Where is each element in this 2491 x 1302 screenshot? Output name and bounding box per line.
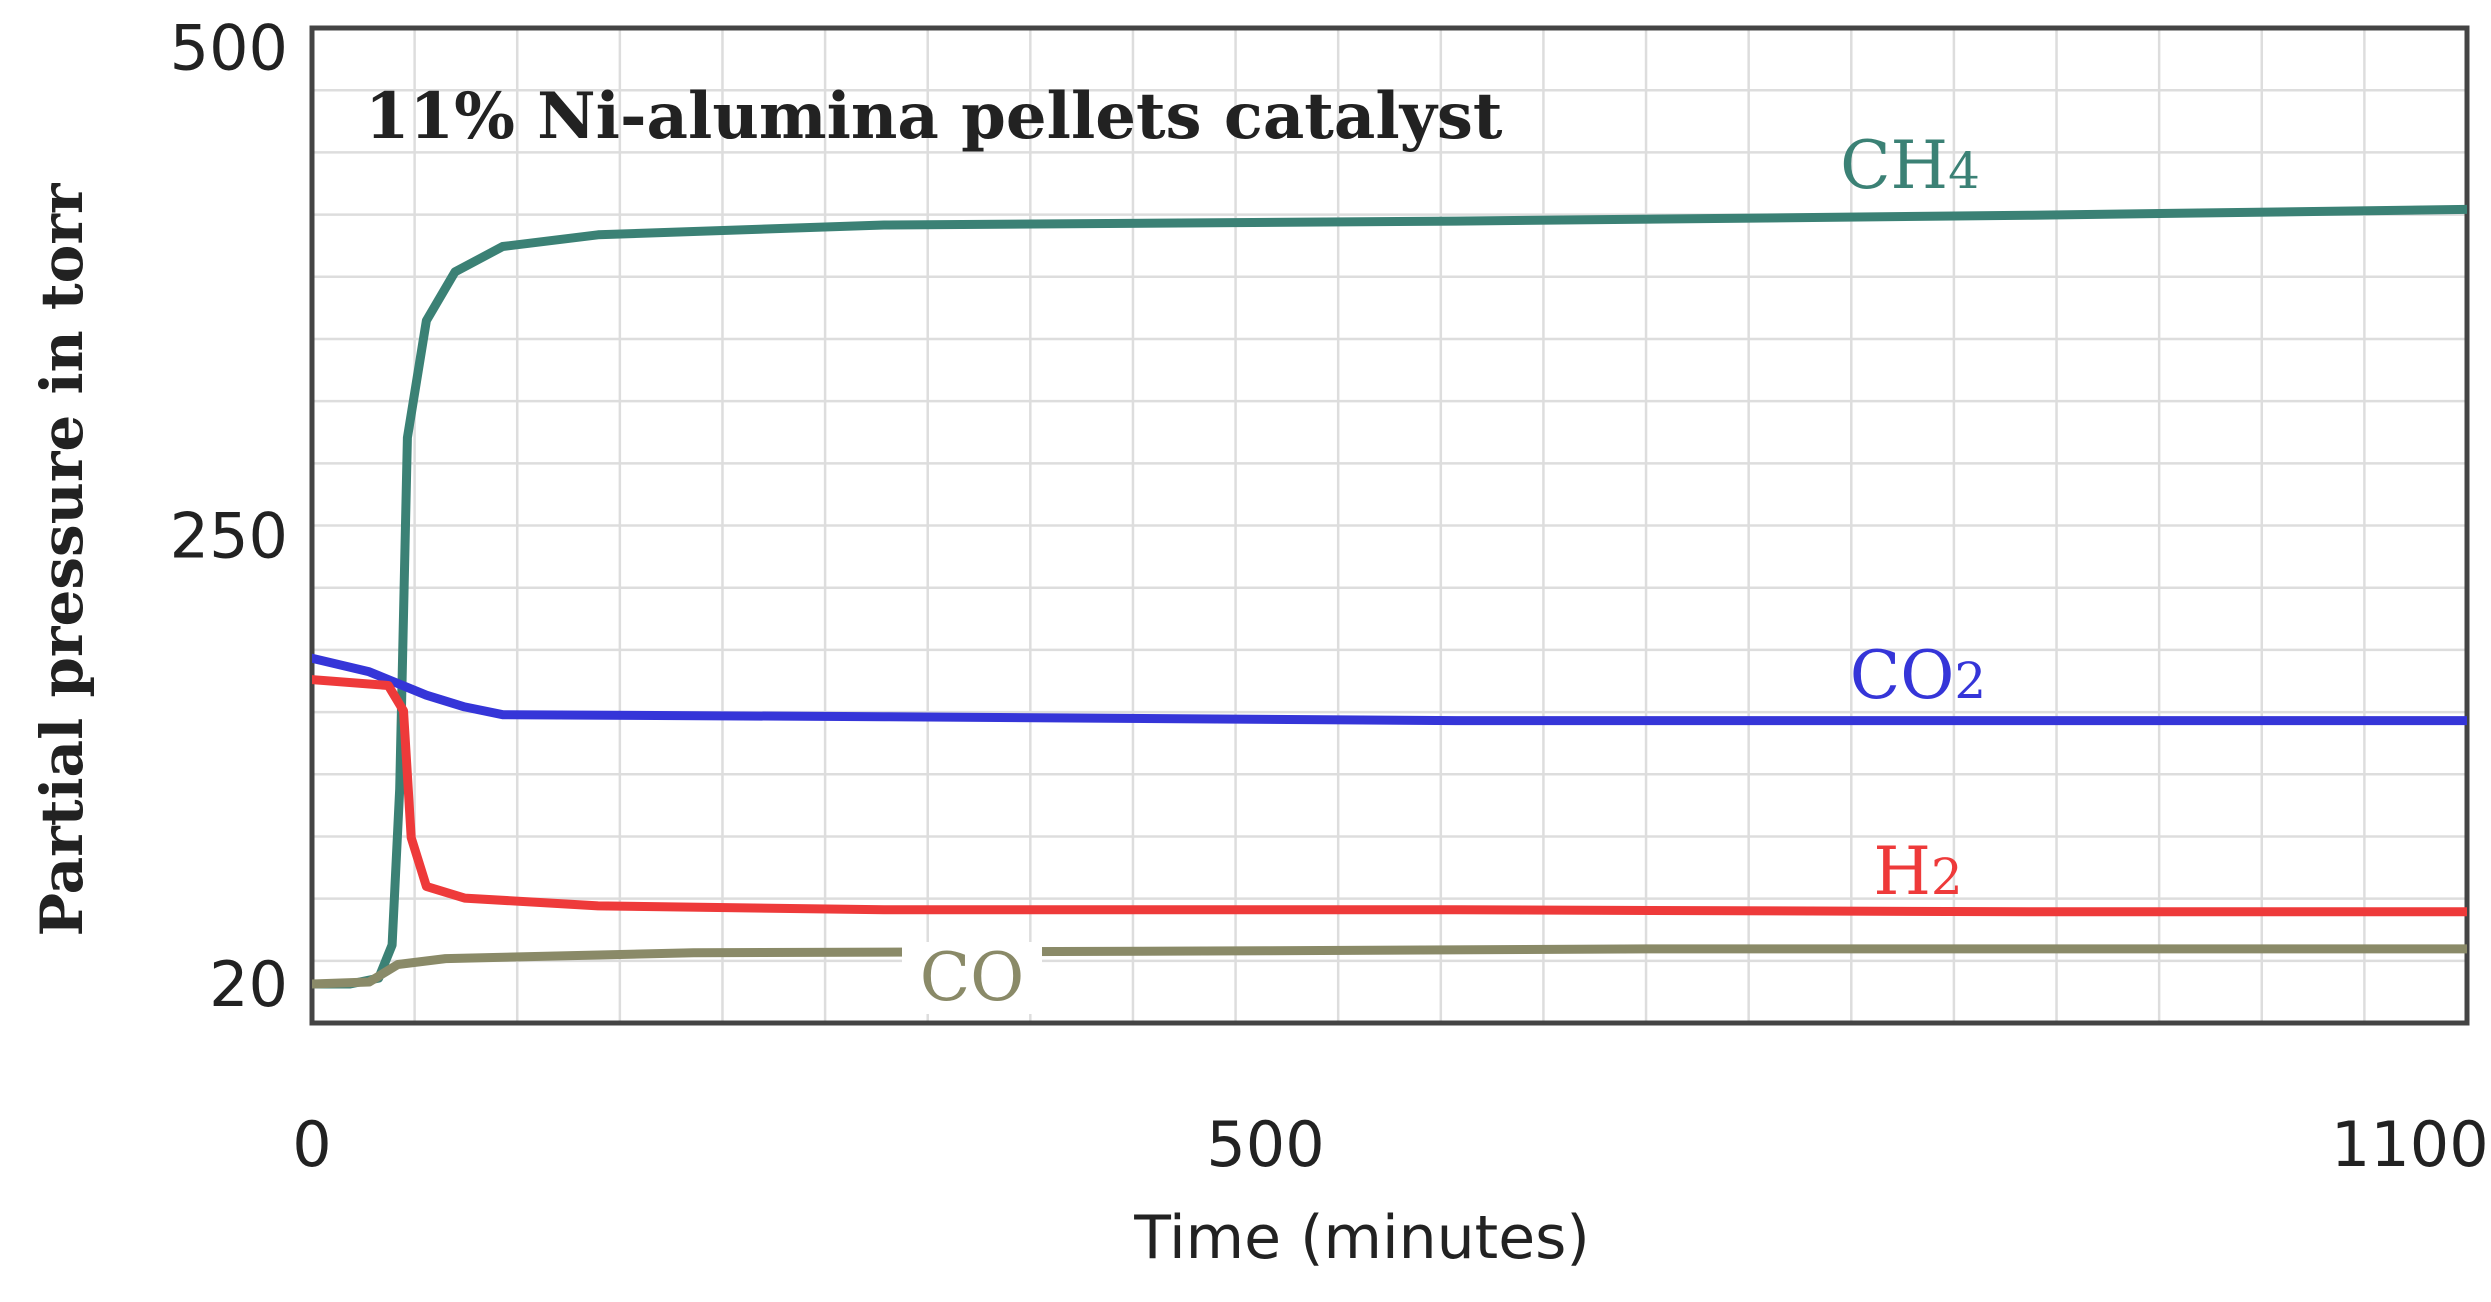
chart-title: 11% Ni-alumina pellets catalyst [365, 79, 1503, 154]
series-line-co2 [312, 653, 2467, 726]
series-line-co [312, 944, 2467, 989]
series-layer [312, 204, 2467, 989]
x-axis-ticks: 0 500 1100 [292, 1108, 2488, 1181]
y-axis-ticks: 20 250 500 [170, 12, 288, 1021]
y-tick-label: 500 [170, 12, 288, 85]
y-tick-label: 250 [170, 499, 288, 572]
series-labels: CH4 CO2 H2 CO [902, 127, 1986, 1016]
series-label-h2: H2 [1873, 833, 1962, 910]
series-line-h2 [312, 675, 2467, 917]
series-label-co2: CO2 [1850, 637, 1986, 714]
plot-frame [309, 25, 2470, 1026]
x-tick-label: 1100 [2331, 1108, 2489, 1181]
x-tick-label: 500 [1206, 1108, 1324, 1181]
series-label-background-co [902, 942, 1042, 1014]
y-tick-label: 20 [209, 948, 288, 1021]
x-axis-label: Time (minutes) [1133, 1203, 1590, 1273]
grid [312, 28, 2467, 1023]
series-label-co: CO [920, 939, 1025, 1016]
series-label-ch4: CH4 [1840, 127, 1980, 204]
x-tick-label: 0 [292, 1108, 331, 1181]
y-axis-label: Partial pressure in torr [28, 182, 96, 936]
